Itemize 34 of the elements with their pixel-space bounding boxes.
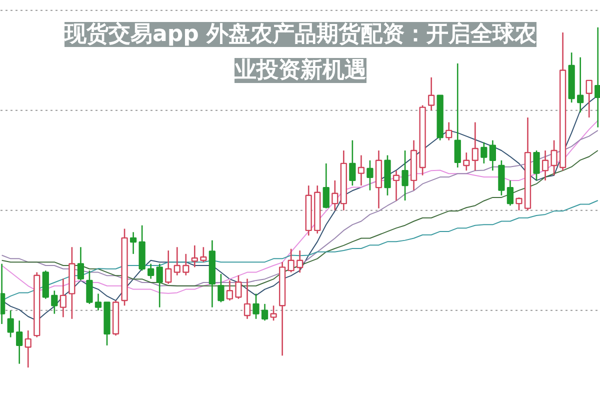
candlestick <box>358 154 365 186</box>
candlestick <box>174 246 180 276</box>
candlestick <box>577 56 584 114</box>
candlestick <box>16 320 23 364</box>
candlestick <box>278 261 286 356</box>
candlestick <box>305 184 312 236</box>
candlestick <box>94 293 102 312</box>
candlestick <box>191 244 198 268</box>
candlestick <box>392 170 400 202</box>
candlestick <box>542 150 549 182</box>
candlestick <box>463 152 470 172</box>
candlestick <box>410 140 418 191</box>
candlestick <box>60 278 66 318</box>
candlestick <box>446 122 452 141</box>
candlestick <box>559 32 566 172</box>
candlestick <box>244 278 251 320</box>
candlestick <box>428 76 435 112</box>
text: 现货交易app 外盘农产品期货配资：开启全球农业投资新机遇 <box>64 21 538 83</box>
candlestick <box>24 330 32 368</box>
candlestick <box>472 122 478 172</box>
candlestick <box>182 253 190 276</box>
candlestick <box>340 150 347 212</box>
candlestick <box>454 62 461 168</box>
candlestick <box>402 150 408 202</box>
candlestick <box>165 250 172 284</box>
candlestick <box>375 150 382 209</box>
candlestick <box>68 246 76 320</box>
candlestick <box>594 26 600 128</box>
candlestick <box>550 140 558 176</box>
candlestick <box>208 240 216 308</box>
candlestick <box>314 184 321 234</box>
candlestick <box>296 250 304 274</box>
candlestick <box>489 140 496 172</box>
candlestick <box>130 231 137 255</box>
